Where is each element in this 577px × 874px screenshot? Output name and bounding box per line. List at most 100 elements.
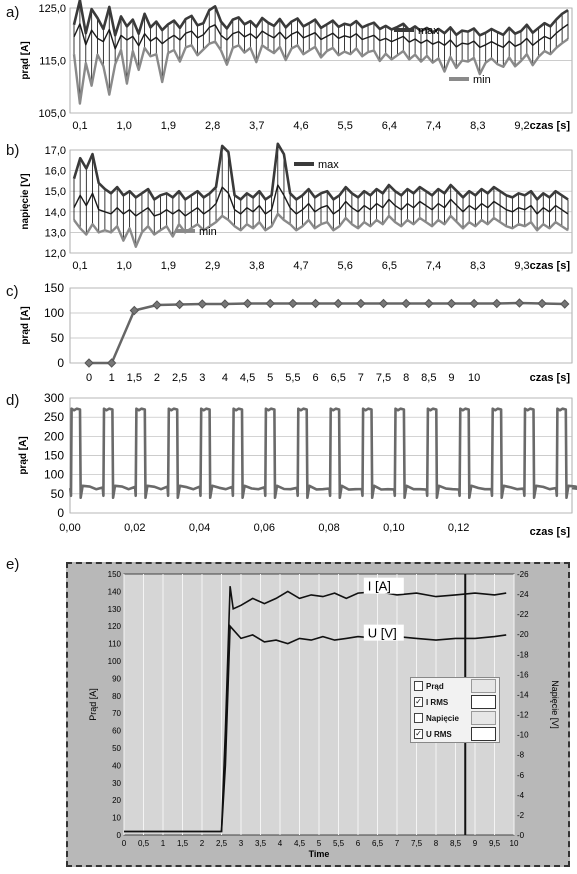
x-tick-label: 5,5 — [285, 372, 300, 384]
data-marker — [84, 358, 94, 368]
legend-row-u-rms[interactable]: ✓ U RMS — [411, 726, 499, 742]
y-axis-label: prąd [A] — [18, 436, 29, 474]
legend-swatch[interactable] — [471, 695, 496, 709]
x-tick-label: 5 — [267, 372, 273, 384]
legend-row-i-rms[interactable]: ✓ I RMS — [411, 694, 499, 710]
series-line — [89, 301, 565, 365]
y-tick-label: 40 — [112, 761, 121, 770]
legend-swatch[interactable] — [471, 679, 496, 693]
x-tick-label: 2,5 — [172, 372, 187, 384]
rms-legend: Prąd ✓ I RMS Napięcie ✓ U RMS — [410, 677, 500, 743]
x-tick-label: 5,5 — [338, 120, 353, 132]
x-tick-label: 4,5 — [294, 839, 306, 848]
y-tick-label: 110 — [108, 640, 121, 649]
legend-checkbox[interactable] — [414, 713, 423, 723]
y2-tick-label: -8 — [517, 751, 525, 760]
y-tick-label: 16,0 — [45, 166, 66, 178]
y2-tick-label: -18 — [517, 650, 529, 659]
x-tick-label: 8 — [434, 839, 439, 848]
y-axis-label: prąd [A] — [20, 306, 31, 344]
x-tick-label: 0,08 — [318, 522, 339, 534]
legend-checkbox[interactable]: ✓ — [414, 697, 423, 707]
data-marker — [537, 298, 547, 309]
current-startup-chart: 0 50 100 150 0 1 1,5 2 2,5 3 4 4,5 5 5,5 6 6,5 7 7,5 8 8,5 9… — [20, 281, 573, 384]
y-tick-label: 90 — [112, 674, 121, 683]
x-tick-label: 5 — [317, 839, 322, 848]
y-tick-label: 50 — [112, 744, 121, 753]
x-tick-label: 0,12 — [448, 522, 469, 534]
series-line-mean — [73, 23, 569, 50]
data-marker — [197, 299, 207, 309]
data-marker — [265, 298, 275, 309]
panel-label-b: b) — [6, 142, 20, 159]
x-tick-label: 1,0 — [117, 260, 132, 272]
x-tick-label: 1 — [109, 372, 115, 384]
y-tick-label: 0 — [57, 356, 64, 370]
data-marker — [401, 298, 411, 309]
y-tick-label: 105,0 — [38, 108, 66, 120]
data-marker — [514, 298, 525, 308]
x-tick-label: 2,8 — [205, 120, 220, 132]
y2-tick-label: -2 — [517, 811, 525, 820]
y-tick-label: 0 — [117, 831, 122, 840]
series-line — [69, 407, 577, 499]
y-tick-label: 0 — [57, 506, 64, 520]
series-line-i-rms — [124, 586, 507, 833]
legend-swatch[interactable] — [471, 727, 496, 741]
legend-checkbox[interactable]: ✓ — [414, 729, 423, 739]
data-marker — [174, 299, 185, 310]
x-tick-label: 10 — [468, 372, 480, 384]
x-tick-label: 0,06 — [254, 522, 275, 534]
y-tick-label: 115,0 — [39, 56, 66, 68]
y2-tick-label: -26 — [517, 570, 529, 579]
y-axis-label: prąd [A] — [20, 41, 31, 79]
y-tick-label: 100 — [44, 306, 64, 320]
data-marker — [424, 298, 434, 309]
legend-row-prad[interactable]: Prąd — [411, 678, 499, 694]
x-tick-label: 4,5 — [240, 372, 255, 384]
x-tick-label: 6,5 — [331, 372, 346, 384]
x-tick-label: 2 — [154, 372, 160, 384]
current-minmax-chart: 105,0 115,0 125,0 0,1 1,0 1,9 2,8 3,7 4,6 5,5 6,4 7… — [20, 0, 573, 132]
y-tick-label: 50 — [51, 487, 65, 501]
x-tick-label: 0,1 — [72, 120, 87, 132]
y-tick-label: 30 — [112, 779, 121, 788]
y-tick-label: 125,0 — [38, 3, 66, 15]
y2-tick-label: -24 — [517, 590, 529, 599]
y-tick-label: 20 — [112, 796, 121, 805]
data-marker — [560, 299, 570, 309]
x-tick-label: 0 — [86, 372, 92, 384]
data-marker — [242, 298, 253, 309]
data-marker — [469, 298, 479, 309]
legend-checkbox[interactable] — [414, 681, 423, 691]
x-tick-label: 2,9 — [205, 260, 220, 272]
y-tick-label: 150 — [44, 449, 64, 463]
y-tick-label: 60 — [112, 727, 121, 736]
x-tick-label: 1,5 — [127, 372, 142, 384]
panel-label-c: c) — [6, 283, 19, 300]
x-tick-label: 6,4 — [382, 120, 397, 132]
y2-tick-label: -14 — [517, 690, 529, 699]
data-marker — [152, 300, 162, 310]
x-tick-label: 4,7 — [293, 260, 308, 272]
data-marker — [333, 298, 343, 309]
y2-tick-label: -0 — [517, 831, 525, 840]
y-tick-label: 50 — [51, 331, 65, 345]
legend-label: U RMS — [425, 729, 452, 739]
x-tick-label: 5,5 — [333, 839, 345, 848]
y2-tick-label: -20 — [517, 630, 529, 639]
y-tick-label: 80 — [112, 692, 121, 701]
x-axis-label: czas [s] — [530, 260, 571, 272]
y-tick-label: 100 — [108, 657, 122, 666]
legend-label-min: min — [473, 74, 491, 86]
legend-row-napiecie[interactable]: Napięcie — [411, 710, 499, 726]
legend-label-min: min — [199, 226, 217, 238]
legend-label: Napięcie — [425, 713, 459, 723]
series-line-u-rms — [124, 624, 507, 833]
legend-swatch[interactable] — [471, 711, 496, 725]
series-line-max — [72, 142, 569, 201]
annotation-box — [363, 577, 404, 594]
x-axis-label: czas [s] — [530, 526, 571, 538]
y2-tick-label: -4 — [517, 791, 525, 800]
y2-tick-label: -16 — [517, 670, 529, 679]
